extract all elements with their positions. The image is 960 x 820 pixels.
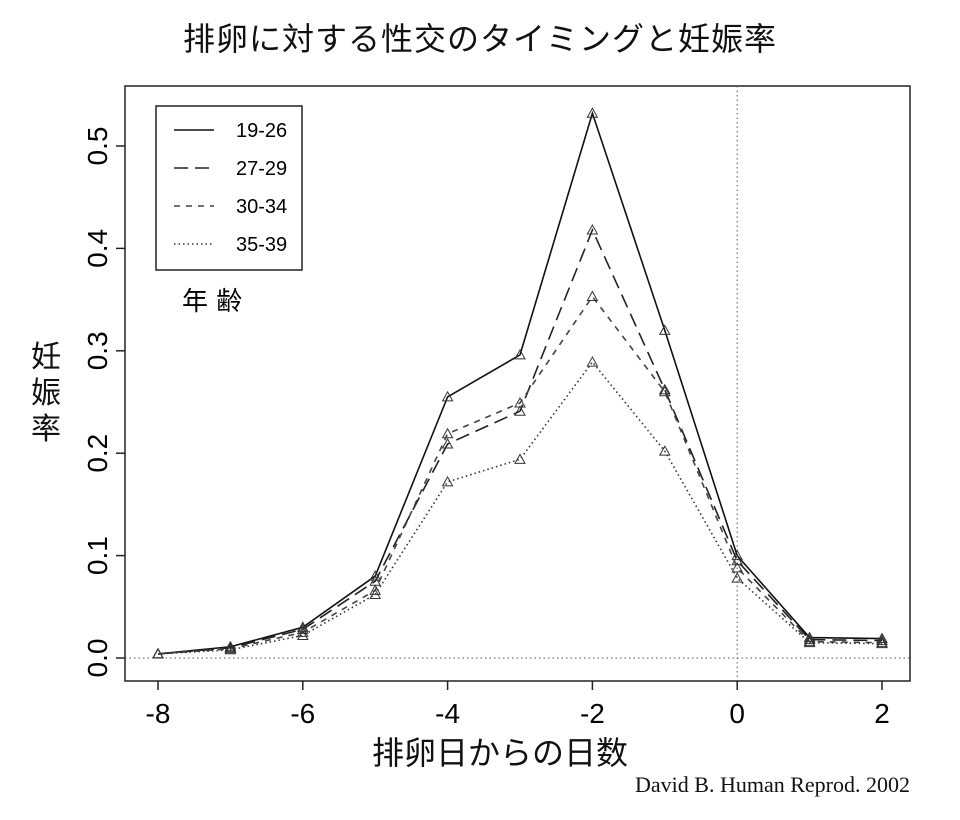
plot-frame: [124, 85, 911, 682]
y-tick-label: 0.5: [82, 127, 113, 166]
data-point-19-26--2: [586, 107, 599, 118]
data-point-27-29--4: [441, 437, 454, 449]
data-point-30-34--2: [586, 290, 599, 302]
y-axis-label-char-1: 娠: [31, 376, 61, 411]
y-tick-label: 0.2: [82, 434, 113, 473]
data-point-30-34--3: [514, 396, 526, 408]
data-point-35-39--1: [658, 445, 671, 456]
legend-box: [155, 105, 303, 271]
data-point-27-29--3: [514, 405, 526, 416]
y-axis-label: 妊娠率: [26, 340, 66, 448]
y-axis-label-char-2: 率: [31, 412, 61, 447]
data-point-27-29--6: [296, 623, 309, 634]
data-point-35-39--3: [514, 453, 526, 464]
y-tick-label: 0.4: [82, 229, 113, 268]
data-point-19-26--3: [514, 348, 526, 360]
y-tick-label: 0.0: [82, 639, 113, 678]
x-axis-label: 排卵日からの日数: [371, 734, 628, 772]
data-point-35-39--8: [152, 647, 164, 659]
x-tick-label: 0: [729, 698, 745, 729]
data-point-35-39-2: [876, 637, 888, 649]
x-tick-label: 2: [874, 698, 890, 729]
data-point-30-34--6: [296, 626, 309, 637]
y-axis-label-char-0: 妊: [31, 340, 61, 375]
series-line-35-39: [157, 360, 883, 655]
chart-title: 排卵に対する性交のタイミングと妊娠率: [182, 20, 777, 58]
x-tick-label: -4: [435, 698, 460, 729]
data-point-35-39-0: [731, 572, 744, 583]
data-point-27-29-2: [876, 634, 888, 646]
source-citation: David B. Human Reprod. 2002: [635, 772, 910, 797]
series-line-30-34: [157, 295, 883, 655]
data-point-30-34--4: [441, 427, 454, 439]
y-tick-label: 0.1: [82, 536, 113, 575]
y-tick-label: 0.3: [82, 331, 113, 370]
data-point-35-39--7: [224, 643, 237, 655]
series-line-27-29: [157, 227, 883, 655]
series-line-19-26: [157, 110, 883, 655]
x-tick-label: -6: [290, 698, 315, 729]
data-point-27-29--2: [586, 223, 599, 235]
data-point-35-39-1: [803, 636, 816, 648]
data-point-35-39--6: [296, 629, 309, 640]
x-tick-label: -8: [146, 698, 171, 729]
data-point-19-26--1: [658, 324, 671, 335]
legend-label-30-34: 30-34: [236, 196, 287, 218]
legend-label-27-29: 27-29: [236, 158, 287, 180]
legend-title: 年 齢: [182, 287, 242, 317]
data-point-27-29--1: [658, 383, 671, 395]
data-point-35-39--5: [369, 588, 382, 600]
data-point-35-39--2: [586, 356, 599, 367]
data-point-19-26--4: [441, 390, 454, 402]
data-point-35-39--4: [441, 475, 454, 487]
data-point-30-34--1: [658, 385, 671, 397]
data-point-30-34-0: [731, 561, 744, 573]
x-tick-label: -2: [580, 698, 605, 729]
legend-label-35-39: 35-39: [236, 234, 287, 256]
legend-label-19-26: 19-26: [236, 120, 287, 142]
